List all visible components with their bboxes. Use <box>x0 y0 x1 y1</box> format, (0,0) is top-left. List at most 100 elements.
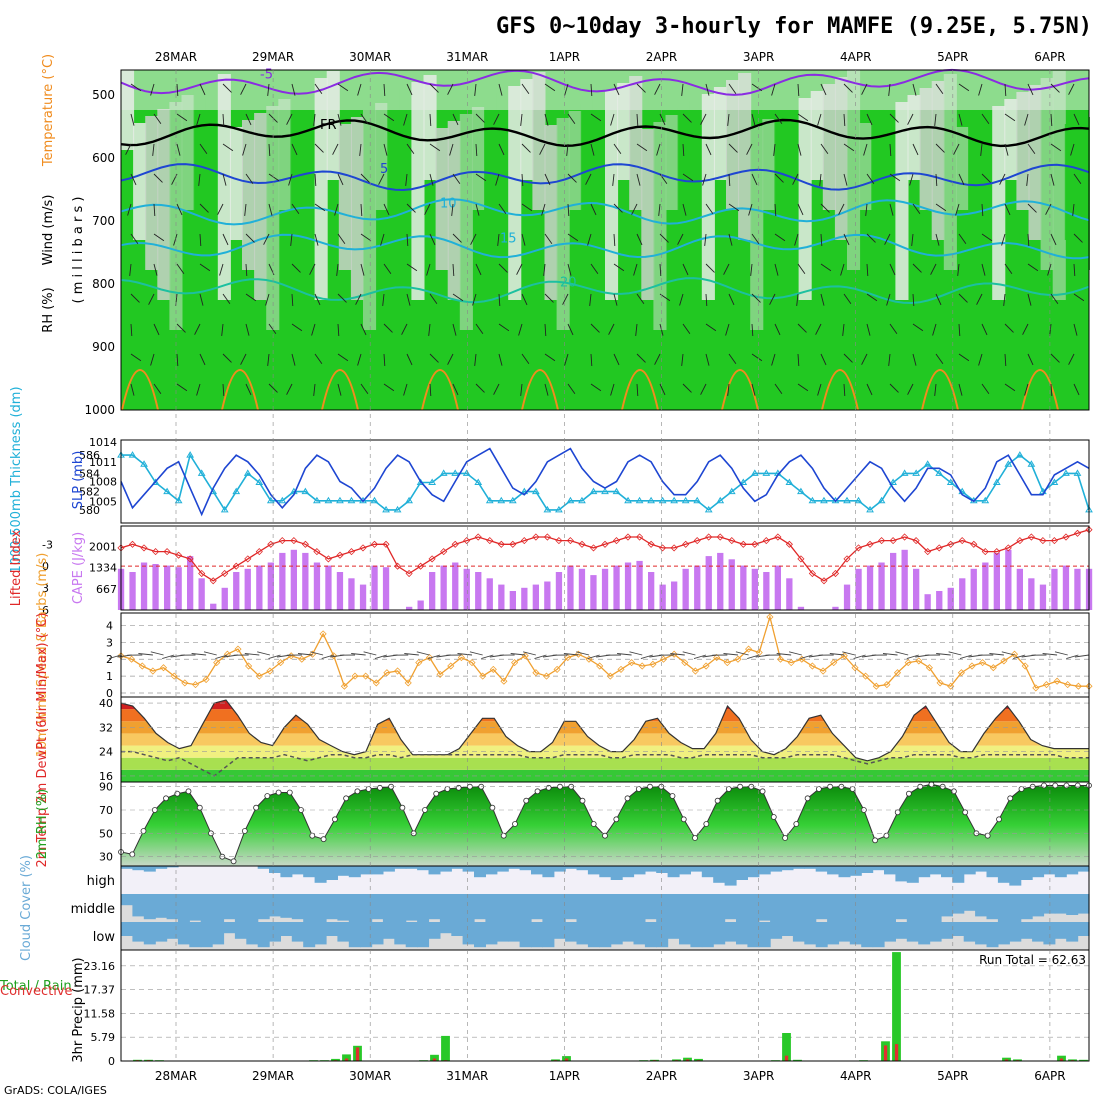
wind-barb <box>843 113 846 127</box>
wind-barb <box>702 173 707 186</box>
wind-barb-10m <box>989 653 1004 656</box>
wind-speed-point <box>830 659 838 667</box>
cloud-bar-high <box>269 866 281 873</box>
wind-barb <box>636 143 648 152</box>
wind-barb <box>475 383 485 393</box>
cloud-bar-low <box>223 922 236 934</box>
cloud-bar-high <box>747 866 760 878</box>
cloud-bar-high <box>929 866 942 875</box>
wind-barb <box>383 143 388 156</box>
lifted-index-point <box>1050 537 1058 545</box>
date-label-bottom: 30MAR <box>349 1069 391 1083</box>
axis-label-cape: CAPE (J/kg) <box>71 532 86 604</box>
isotherm-label: 10 <box>440 197 457 212</box>
lifted-index-point <box>924 548 932 556</box>
wind-speed-point <box>149 667 157 675</box>
wind-speed-point <box>904 659 912 667</box>
wind-barb <box>567 383 576 395</box>
cloud-bar-middle <box>382 894 395 922</box>
cape-bar <box>256 565 263 610</box>
wind-barb <box>516 263 523 275</box>
isotherm-FR <box>120 118 1090 148</box>
wind-barb <box>884 233 891 245</box>
rh-band <box>774 112 788 240</box>
lifted-index-line <box>120 529 1090 582</box>
wind-barb <box>176 83 179 97</box>
thickness-point <box>497 496 506 504</box>
rh-point <box>951 788 957 795</box>
cape-bar <box>544 581 551 610</box>
cape-bar <box>279 552 286 610</box>
wind-barb <box>474 353 477 366</box>
precip-tick-label: 11.58 <box>84 1007 116 1020</box>
cloud-bar-low <box>1077 922 1090 936</box>
wind-barb <box>383 353 386 367</box>
rh-point <box>286 789 293 796</box>
wind-barb <box>636 83 646 93</box>
cloud-bar-middle <box>132 894 145 917</box>
cloud-bar-low <box>713 922 726 945</box>
wind-barb <box>567 263 572 276</box>
rh-band <box>968 120 982 240</box>
date-label-top: 3APR <box>743 50 774 64</box>
wind-barb <box>912 83 917 96</box>
wind-barb <box>1072 203 1075 216</box>
wind-barb <box>337 113 342 126</box>
cloud-bar-middle <box>599 894 612 922</box>
lifted-index-point <box>313 548 321 556</box>
cloud-bar-high <box>291 866 304 875</box>
rh-band <box>750 126 764 330</box>
wind-barb <box>221 323 224 336</box>
wind-barb <box>682 383 692 393</box>
wind-barb <box>820 263 832 272</box>
lifted-index-point <box>981 548 989 556</box>
cloud-bar-middle <box>542 894 555 922</box>
wind-speed-point <box>947 682 955 690</box>
wind-speed-point <box>319 630 327 638</box>
thickness-point <box>923 460 932 467</box>
wind-barb <box>1050 143 1062 152</box>
lifted-index-point <box>889 537 897 545</box>
cape-bar <box>740 565 747 610</box>
cloud-bar-middle <box>234 894 247 922</box>
wind-barb <box>1050 383 1053 397</box>
cloud-bar-high <box>872 866 885 871</box>
precip-total-bar <box>892 952 901 1061</box>
lifted-index-point <box>347 548 356 556</box>
cloud-bar-high <box>143 866 156 872</box>
wind-barb <box>337 353 349 362</box>
lifted-index-point <box>831 569 840 578</box>
cloud-bar-middle <box>371 894 384 920</box>
cloud-bar-high <box>781 866 794 871</box>
cloud-bar-middle <box>1032 894 1045 917</box>
cloud-bar-high <box>371 866 384 875</box>
wind-barb-10m <box>895 651 909 656</box>
cloud-bar-middle <box>576 894 589 922</box>
wind-barb <box>797 353 800 367</box>
wind-barb <box>152 143 155 156</box>
wind-barb-10m <box>948 651 962 656</box>
cloud-bar-low <box>849 922 862 945</box>
isotherm-25-contour <box>721 369 759 411</box>
cape-bar <box>187 556 194 610</box>
wind-barb-10m <box>617 653 632 656</box>
temp-tick-label: 40 <box>99 697 113 710</box>
rh-tick-label: 50 <box>99 827 113 840</box>
precip-total-bar <box>430 1054 439 1061</box>
cloud-bar-middle <box>1066 894 1079 915</box>
date-label-top: 31MAR <box>446 50 488 64</box>
rh-point <box>140 828 147 834</box>
cape-bar <box>1016 568 1023 610</box>
wind-barb <box>520 113 523 126</box>
cloud-bar-high <box>155 866 168 869</box>
cloud-bar-low <box>997 922 1010 945</box>
cloud-bar-middle <box>439 894 452 922</box>
thickness-point <box>912 469 921 476</box>
cloud-bar-middle <box>815 894 828 920</box>
cloud-bar-middle <box>155 894 168 918</box>
wind-barb <box>613 203 623 213</box>
wind-barb <box>590 323 600 333</box>
lifted-index-point <box>463 537 471 545</box>
wind-speed-point <box>808 662 816 670</box>
wind-barb <box>337 383 342 396</box>
